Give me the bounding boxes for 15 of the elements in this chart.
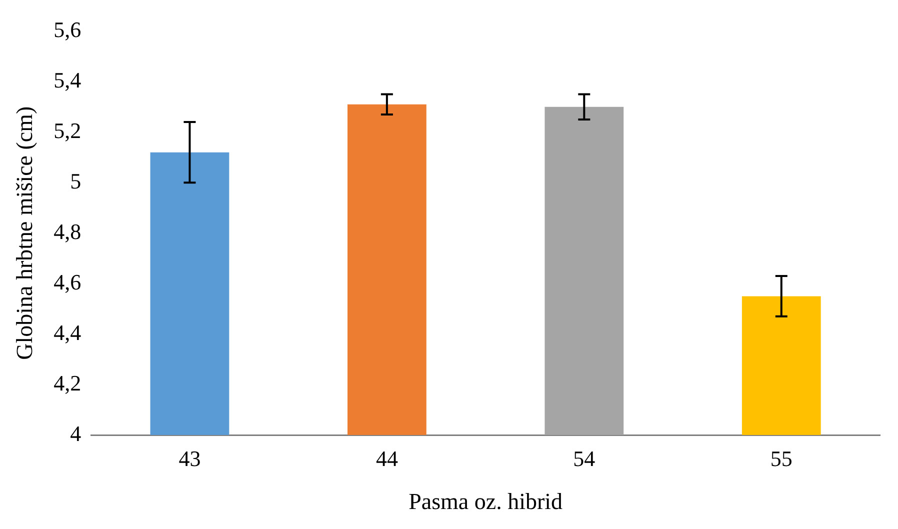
y-tick-label: 4,8 <box>54 218 82 244</box>
x-tick-label: 44 <box>376 446 398 471</box>
y-tick-label: 4,6 <box>54 269 82 294</box>
y-axis-title: Globina hrbtne mišice (cm) <box>12 106 37 360</box>
y-tick-label: 4,4 <box>54 320 82 345</box>
y-tick-label: 5,4 <box>54 67 82 92</box>
y-tick-label: 4 <box>70 420 82 446</box>
y-tick-label: 5,2 <box>54 118 82 143</box>
x-axis-title: Pasma oz. hibrid <box>408 489 564 514</box>
x-tick-label: 54 <box>573 446 596 471</box>
y-tick-label: 5 <box>70 168 82 194</box>
y-tick-label: 4,2 <box>54 370 82 396</box>
y-tick-label: 5,6 <box>54 16 82 42</box>
x-tick-label: 55 <box>770 446 792 471</box>
x-tick-label: 43 <box>178 446 201 471</box>
